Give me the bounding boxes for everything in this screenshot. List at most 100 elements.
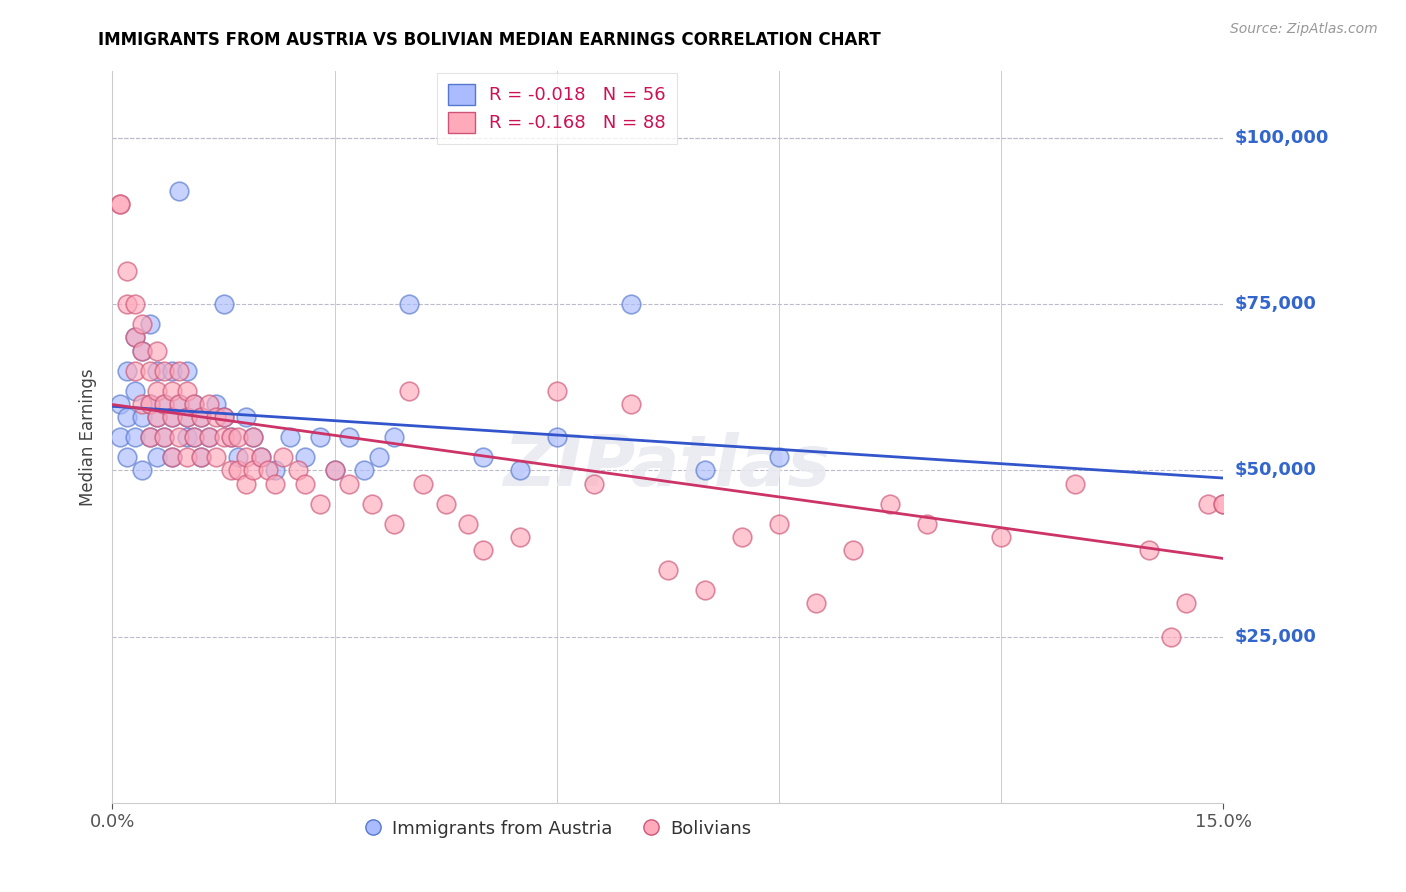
Point <box>212 410 235 425</box>
Point <box>620 297 643 311</box>
Point <box>131 397 153 411</box>
Point <box>167 397 190 411</box>
Point <box>183 397 205 411</box>
Point <box>153 397 176 411</box>
Point <box>1197 497 1219 511</box>
Point <box>546 384 568 398</box>
Point <box>153 430 176 444</box>
Point <box>242 430 264 444</box>
Text: $25,000: $25,000 <box>1234 628 1316 646</box>
Point <box>1137 543 1160 558</box>
Point <box>212 297 235 311</box>
Point <box>228 450 250 464</box>
Point <box>146 384 169 398</box>
Point <box>167 397 190 411</box>
Point <box>138 430 160 444</box>
Point <box>197 430 219 444</box>
Point <box>146 450 169 464</box>
Point <box>124 330 146 344</box>
Point <box>249 450 271 464</box>
Point <box>160 450 183 464</box>
Point <box>160 410 183 425</box>
Point <box>308 430 330 444</box>
Point <box>197 430 219 444</box>
Point <box>264 476 287 491</box>
Point <box>117 363 139 377</box>
Text: Source: ZipAtlas.com: Source: ZipAtlas.com <box>1230 22 1378 37</box>
Point <box>257 463 280 477</box>
Point <box>146 410 169 425</box>
Point <box>131 463 153 477</box>
Point <box>138 317 160 331</box>
Point <box>294 476 316 491</box>
Point <box>176 363 198 377</box>
Y-axis label: Median Earnings: Median Earnings <box>79 368 97 506</box>
Point <box>1064 476 1087 491</box>
Point <box>294 450 316 464</box>
Point <box>153 363 176 377</box>
Point <box>308 497 330 511</box>
Point <box>197 397 219 411</box>
Point <box>117 410 139 425</box>
Point <box>138 397 160 411</box>
Point <box>842 543 865 558</box>
Legend: Immigrants from Austria, Bolivians: Immigrants from Austria, Bolivians <box>354 813 759 845</box>
Point <box>117 264 139 278</box>
Point <box>768 450 790 464</box>
Point <box>190 450 212 464</box>
Point <box>731 530 754 544</box>
Point <box>1212 497 1234 511</box>
Point <box>768 516 790 531</box>
Point <box>176 384 198 398</box>
Point <box>509 530 531 544</box>
Point <box>339 476 361 491</box>
Point <box>167 430 190 444</box>
Point <box>1271 476 1294 491</box>
Point <box>131 343 153 358</box>
Point <box>124 384 146 398</box>
Text: $75,000: $75,000 <box>1234 295 1316 313</box>
Point <box>167 363 190 377</box>
Point <box>108 397 131 411</box>
Point <box>457 516 479 531</box>
Point <box>205 410 228 425</box>
Text: ZIPatlas: ZIPatlas <box>505 432 831 500</box>
Point <box>124 430 146 444</box>
Point <box>546 430 568 444</box>
Point <box>212 410 235 425</box>
Point <box>271 450 294 464</box>
Point <box>915 516 938 531</box>
Point <box>176 410 198 425</box>
Point <box>1241 497 1264 511</box>
Point <box>353 463 375 477</box>
Point <box>235 450 257 464</box>
Point <box>242 463 264 477</box>
Point <box>382 430 405 444</box>
Point <box>1264 497 1286 511</box>
Point <box>471 543 494 558</box>
Point <box>228 430 250 444</box>
Point <box>124 297 146 311</box>
Point <box>368 450 391 464</box>
Point <box>190 410 212 425</box>
Point <box>242 430 264 444</box>
Point <box>693 463 716 477</box>
Point <box>1249 582 1271 597</box>
Point <box>249 450 271 464</box>
Point <box>235 476 257 491</box>
Point <box>434 497 457 511</box>
Point <box>160 450 183 464</box>
Point <box>138 397 160 411</box>
Point <box>219 430 242 444</box>
Point <box>138 430 160 444</box>
Point <box>287 463 309 477</box>
Point <box>160 410 183 425</box>
Point <box>412 476 434 491</box>
Text: $50,000: $50,000 <box>1234 461 1316 479</box>
Point <box>398 384 420 398</box>
Point <box>398 297 420 311</box>
Text: IMMIGRANTS FROM AUSTRIA VS BOLIVIAN MEDIAN EARNINGS CORRELATION CHART: IMMIGRANTS FROM AUSTRIA VS BOLIVIAN MEDI… <box>98 31 882 49</box>
Point <box>117 297 139 311</box>
Point <box>323 463 346 477</box>
Point <box>804 596 827 610</box>
